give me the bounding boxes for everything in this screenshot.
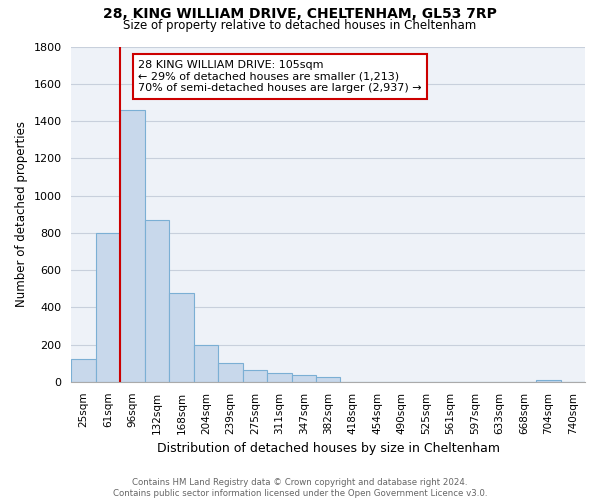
- Bar: [71, 360, 96, 382]
- Y-axis label: Number of detached properties: Number of detached properties: [15, 121, 28, 307]
- Text: Size of property relative to detached houses in Cheltenham: Size of property relative to detached ho…: [124, 18, 476, 32]
- Bar: [145, 220, 169, 382]
- Bar: [267, 372, 292, 382]
- X-axis label: Distribution of detached houses by size in Cheltenham: Distribution of detached houses by size …: [157, 442, 500, 455]
- Bar: [194, 344, 218, 382]
- Bar: [242, 370, 267, 382]
- Bar: [292, 376, 316, 382]
- Text: Contains HM Land Registry data © Crown copyright and database right 2024.
Contai: Contains HM Land Registry data © Crown c…: [113, 478, 487, 498]
- Text: 28 KING WILLIAM DRIVE: 105sqm
← 29% of detached houses are smaller (1,213)
70% o: 28 KING WILLIAM DRIVE: 105sqm ← 29% of d…: [138, 60, 422, 93]
- Text: 28, KING WILLIAM DRIVE, CHELTENHAM, GL53 7RP: 28, KING WILLIAM DRIVE, CHELTENHAM, GL53…: [103, 8, 497, 22]
- Bar: [169, 294, 194, 382]
- Bar: [121, 110, 145, 382]
- Bar: [316, 377, 340, 382]
- Bar: [96, 233, 121, 382]
- Bar: [218, 363, 242, 382]
- Bar: [536, 380, 560, 382]
